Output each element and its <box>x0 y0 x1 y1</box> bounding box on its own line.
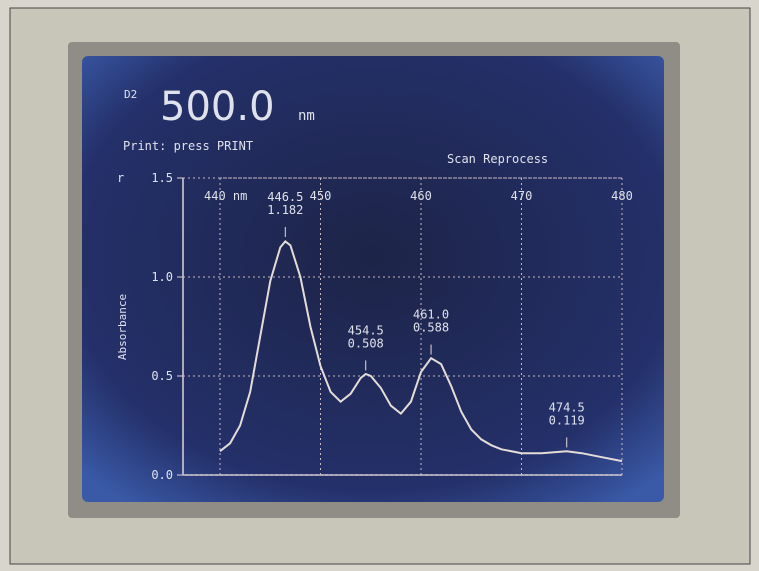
peak-absorbance: 0.508 <box>348 336 384 350</box>
peak-absorbance: 1.182 <box>267 203 303 217</box>
peak-wavelength: 454.5 <box>348 323 384 337</box>
x-tick-label: 460 <box>410 189 432 203</box>
x-tick-label: 470 <box>511 189 533 203</box>
display <box>82 56 664 502</box>
prompt: Print: press PRINT <box>123 139 253 153</box>
spectrum-line <box>219 240 623 463</box>
y-axis-label: Absorbance <box>116 294 129 360</box>
peak-wavelength: 474.5 <box>549 400 585 414</box>
y-tick-label: 0.0 <box>151 468 173 482</box>
wavelength: 500.0 <box>160 84 275 130</box>
peak-wavelength: 446.5 <box>267 190 303 204</box>
x-tick-label: 480 <box>611 189 633 203</box>
y-tick-label: 0.5 <box>151 369 173 383</box>
lamp: D2 <box>124 88 137 101</box>
y-tick-label: 1.0 <box>151 270 173 284</box>
menu: Scan Reprocess <box>447 152 548 166</box>
corner-mark: r <box>117 171 124 185</box>
peak-absorbance: 0.119 <box>549 413 585 427</box>
peak-absorbance: 0.588 <box>413 321 449 335</box>
unit: nm <box>298 108 315 124</box>
y-tick-label: 1.5 <box>151 171 173 185</box>
x-tick-label: 450 <box>310 189 332 203</box>
x-tick-label: 440 nm <box>204 189 247 203</box>
peak-wavelength: 461.0 <box>413 308 449 322</box>
